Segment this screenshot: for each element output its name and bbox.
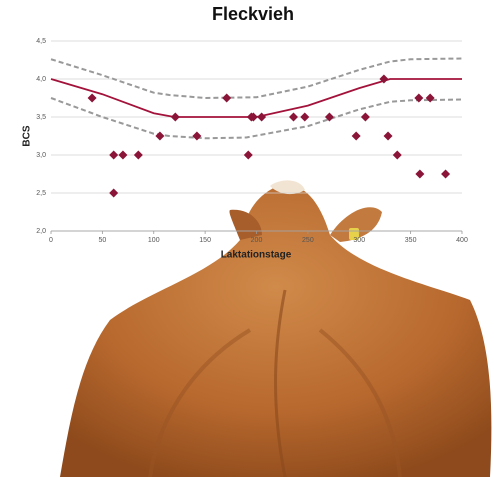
point: [222, 93, 232, 103]
x-tick-label: 200: [251, 237, 263, 244]
point: [414, 93, 424, 103]
x-tick-label: 50: [98, 237, 106, 244]
point: [300, 112, 310, 122]
point: [170, 112, 180, 122]
y-tick-label: 4,0: [36, 76, 46, 83]
chart-title: Fleckvieh: [212, 4, 294, 24]
point: [192, 131, 202, 141]
point: [360, 112, 370, 122]
point: [415, 169, 425, 179]
point: [441, 169, 451, 179]
y-tick-label: 2,5: [36, 190, 46, 197]
cow-image: [60, 180, 492, 477]
x-tick-label: 0: [49, 237, 53, 244]
limit-line: [50, 97, 463, 140]
point: [109, 188, 119, 198]
point: [155, 131, 165, 141]
point: [257, 112, 267, 122]
x-tick-label: 150: [199, 237, 211, 244]
point: [133, 150, 143, 160]
point: [87, 93, 97, 103]
x-tick-label: 300: [353, 237, 365, 244]
point: [425, 93, 435, 103]
y-tick-label: 2,0: [36, 228, 46, 235]
x-tick-label: 250: [302, 237, 314, 244]
x-axis-label: Laktationstage: [221, 250, 292, 261]
point: [324, 112, 334, 122]
point: [351, 131, 361, 141]
point: [248, 112, 258, 122]
y-tick-label: 3,5: [36, 114, 46, 121]
point: [383, 131, 393, 141]
y-tick-label: 4,5: [36, 38, 46, 45]
point: [392, 150, 402, 160]
limit-line: [50, 57, 463, 100]
y-tick-label: 3,0: [36, 152, 46, 159]
point: [243, 150, 253, 160]
point: [109, 150, 119, 160]
x-tick-label: 100: [148, 237, 160, 244]
x-tick-label: 400: [456, 237, 468, 244]
point: [288, 112, 298, 122]
y-axis-label: BCS: [22, 125, 33, 146]
x-tick-label: 350: [405, 237, 417, 244]
point: [379, 74, 389, 84]
point: [118, 150, 128, 160]
